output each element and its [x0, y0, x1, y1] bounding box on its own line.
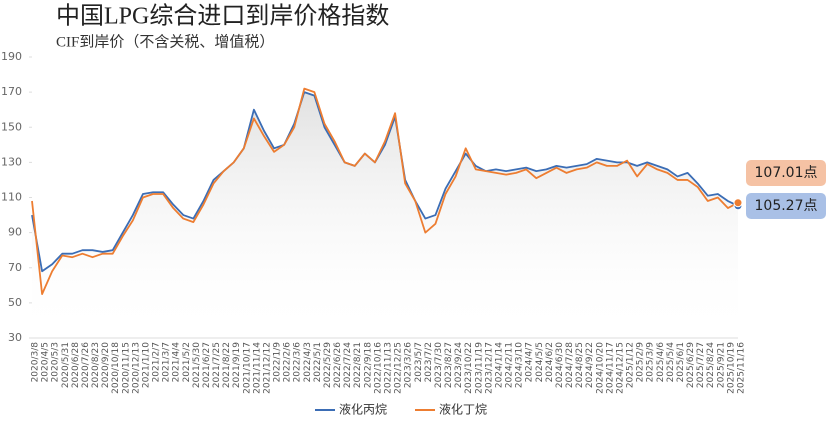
x-tick-label: 2020/5/3 — [51, 342, 61, 382]
x-tick-label: 2022/1/9 — [273, 342, 283, 383]
x-tick-label: 2021/4/4 — [172, 342, 182, 383]
x-tick-label: 2020/4/5 — [41, 342, 51, 382]
y-tick-label: 190 — [1, 50, 22, 63]
x-tick-label: 2023/7/2 — [424, 342, 434, 382]
x-tick-label: 2020/11/15 — [121, 342, 131, 394]
x-tick-label: 2021/11/14 — [252, 342, 262, 394]
x-tick-label: 2020/5/31 — [61, 342, 71, 388]
x-tick-label: 2022/4/3 — [303, 342, 313, 382]
area — [32, 92, 738, 338]
x-tick-label: 2023/7/30 — [434, 342, 444, 388]
x-tick-label: 2023/11/19 — [474, 342, 484, 394]
x-tick-label: 2023/3/26 — [404, 342, 414, 388]
x-tick-label: 2022/12/25 — [394, 342, 404, 394]
x-tick-label: 2025/10/19 — [726, 342, 736, 394]
y-tick-label: 130 — [1, 155, 22, 168]
x-tick-label: 2025/6/29 — [686, 342, 696, 388]
legend-label: 液化丙烷 — [339, 402, 387, 417]
legend-label: 液化丁烷 — [439, 402, 487, 417]
x-tick-label: 2025/2/9 — [636, 342, 646, 383]
x-tick-label: 2020/8/23 — [91, 342, 101, 388]
x-tick-label: 2022/3/6 — [293, 342, 303, 383]
x-tick-label: 2022/11/13 — [384, 342, 394, 394]
x-tick-label: 2024/9/22 — [585, 342, 595, 388]
callout-box — [746, 160, 826, 186]
y-tick-label: 30 — [8, 331, 22, 344]
x-tick-label: 2024/11/17 — [605, 342, 615, 394]
x-tick-label: 2020/9/20 — [101, 342, 111, 388]
x-tick-label: 2025/8/24 — [706, 342, 716, 388]
x-tick-label: 2024/8/25 — [575, 342, 585, 388]
x-tick-label: 2025/7/27 — [696, 342, 706, 388]
y-tick-label: 110 — [1, 191, 22, 204]
x-tick-label: 2021/5/2 — [182, 342, 192, 382]
x-tick-label: 2025/4/6 — [656, 342, 666, 383]
x-tick-label: 2020/6/28 — [71, 342, 81, 388]
x-tick-label: 2021/12/12 — [262, 342, 272, 394]
x-tick-label: 2023/12/17 — [484, 342, 494, 394]
x-tick-label: 2021/10/17 — [242, 342, 252, 394]
x-tick-label: 2022/7/24 — [343, 342, 353, 388]
x-tick-label: 2024/6/2 — [545, 342, 555, 382]
x-tick-label: 2022/5/29 — [323, 342, 333, 388]
x-tick-label: 2021/6/27 — [202, 342, 212, 388]
x-tick-label: 2021/8/22 — [222, 342, 232, 388]
x-tick-label: 2022/6/26 — [333, 342, 343, 388]
x-tick-label: 2024/5/5 — [535, 342, 545, 382]
x-tick-label: 2025/1/12 — [626, 342, 636, 388]
chart-subtitle: CIF到岸价（不含关税、增值税） — [56, 33, 274, 50]
x-tick-label: 2024/6/30 — [555, 342, 565, 388]
x-tick-label: 2021/1/10 — [141, 342, 151, 388]
x-tick-label: 2022/5/1 — [313, 342, 323, 382]
x-tick-label: 2022/8/21 — [353, 342, 363, 388]
x-tick-label: 2024/2/11 — [505, 342, 515, 388]
callout-label: 107.01点 — [755, 165, 818, 181]
callout-label: 105.27点 — [755, 198, 818, 214]
x-tick-label: 2025/5/4 — [666, 342, 676, 383]
y-tick-label: 70 — [8, 261, 22, 274]
x-tick-label: 2021/2/7 — [152, 342, 162, 382]
x-tick-label: 2022/10/16 — [373, 342, 383, 394]
y-tick-label: 50 — [8, 296, 22, 309]
x-tick-label: 2024/4/7 — [525, 342, 535, 382]
y-tick-label: 90 — [8, 226, 22, 239]
x-tick-label: 2020/7/26 — [81, 342, 91, 388]
x-tick-label: 2023/8/27 — [444, 342, 454, 388]
end-marker — [733, 198, 743, 208]
x-tick-label: 2021/5/30 — [192, 342, 202, 388]
x-tick-label: 2022/9/18 — [363, 342, 373, 388]
x-tick-label: 2025/9/21 — [716, 342, 726, 388]
x-tick-label: 2024/1/14 — [494, 342, 504, 388]
x-tick-label: 2025/3/9 — [646, 342, 656, 383]
chart-title: 中国LPG综合进口到岸价格指数 — [56, 3, 389, 30]
x-tick-label: 2023/5/7 — [414, 342, 424, 382]
x-tick-label: 2024/10/20 — [595, 342, 605, 394]
x-tick-label: 2025/6/1 — [676, 342, 686, 382]
y-tick-label: 150 — [1, 120, 22, 133]
y-tick-label: 170 — [1, 85, 22, 98]
x-tick-label: 2020/10/18 — [111, 342, 121, 394]
x-tick-label: 2025/11/16 — [737, 342, 747, 394]
x-tick-label: 2020/3/8 — [31, 342, 41, 383]
x-tick-label: 2021/3/7 — [162, 342, 172, 382]
line — [31, 87, 739, 295]
callout-box — [746, 193, 826, 219]
x-tick-label: 2022/2/6 — [283, 342, 293, 383]
x-tick-label: 2024/12/15 — [615, 342, 625, 394]
x-tick-label: 2021/9/19 — [232, 342, 242, 388]
x-tick-label: 2023/9/24 — [454, 342, 464, 388]
line — [31, 91, 739, 273]
x-tick-label: 2020/12/13 — [131, 342, 141, 394]
x-tick-label: 2024/3/10 — [515, 342, 525, 388]
x-tick-label: 2023/10/22 — [464, 342, 474, 394]
x-tick-label: 2024/7/28 — [565, 342, 575, 388]
x-tick-label: 2021/7/25 — [212, 342, 222, 388]
